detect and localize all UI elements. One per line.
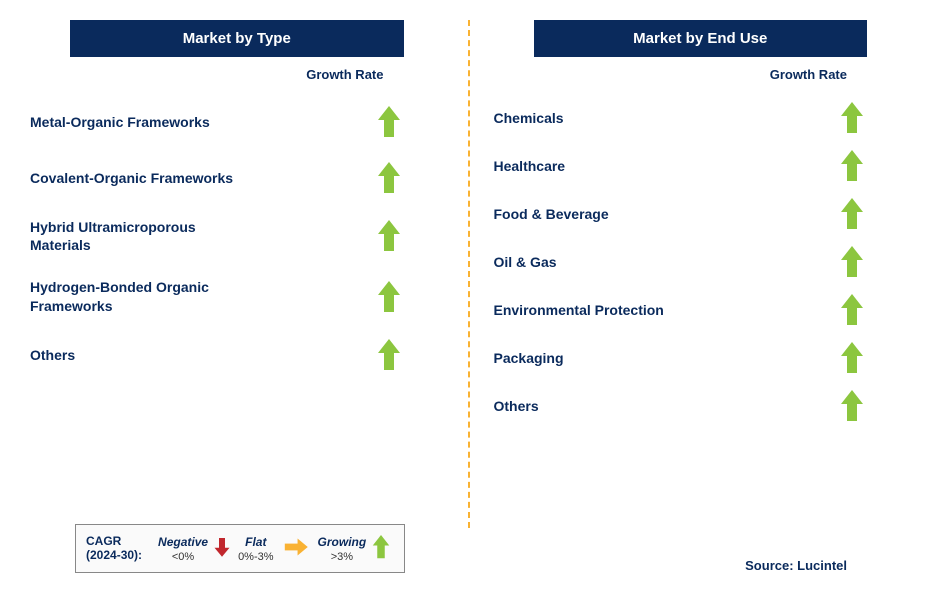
vertical-divider (468, 20, 470, 528)
legend-bucket-range: 0%-3% (238, 551, 273, 563)
item-growth (334, 162, 444, 194)
item-label: Metal-Organic Frameworks (30, 113, 210, 131)
item-growth (797, 150, 907, 182)
legend-bucket-icon (280, 538, 310, 559)
legend-bucket-title: Flat (245, 535, 266, 549)
item-growth (797, 102, 907, 134)
item-label: Healthcare (494, 157, 566, 175)
list-item: Environmental Protection (494, 286, 908, 334)
item-growth (334, 281, 444, 313)
list-item: Hybrid Ultramicroporous Materials (30, 206, 444, 266)
item-label: Hybrid Ultramicroporous Materials (30, 218, 260, 254)
right-panel-title: Market by End Use (534, 20, 868, 57)
legend-cagr: CAGR (2024-30): (86, 535, 142, 563)
arrow-up-icon (380, 339, 398, 371)
legend-bucket-icon (372, 531, 390, 566)
item-growth (334, 220, 444, 252)
legend-bucket: Growing >3% (318, 531, 391, 566)
item-growth (797, 390, 907, 422)
arrow-up-icon (843, 246, 861, 278)
legend-bucket-range: <0% (172, 551, 194, 563)
item-label: Food & Beverage (494, 205, 609, 223)
list-item: Others (30, 327, 444, 383)
right-rows: Chemicals Healthcare Food & Beverage Oil & … (494, 94, 908, 578)
left-rows: Metal-Organic Frameworks Covalent-Organic… (30, 94, 444, 578)
right-panel: Market by End Use Growth Rate Chemicals H… (469, 20, 908, 578)
item-label: Others (30, 346, 75, 364)
legend-bucket-title: Growing (318, 535, 367, 549)
item-label: Oil & Gas (494, 253, 557, 271)
arrow-up-icon (843, 102, 861, 134)
item-label: Chemicals (494, 109, 564, 127)
item-growth (797, 246, 907, 278)
list-item: Hydrogen-Bonded Organic Frameworks (30, 266, 444, 326)
item-growth (334, 106, 444, 138)
item-label: Others (494, 397, 539, 415)
legend-bucket-title: Negative (158, 535, 208, 549)
arrow-up-icon (380, 162, 398, 194)
item-growth (797, 294, 907, 326)
legend-bucket-range: >3% (331, 551, 353, 563)
arrow-up-icon (843, 390, 861, 422)
arrow-up-icon (843, 342, 861, 374)
list-item: Packaging (494, 334, 908, 382)
arrow-up-icon (843, 198, 861, 230)
list-item: Healthcare (494, 142, 908, 190)
item-label: Packaging (494, 349, 564, 367)
item-growth (797, 198, 907, 230)
item-growth (797, 342, 907, 374)
left-growth-rate-label: Growth Rate (30, 67, 444, 82)
arrow-right-icon (282, 539, 308, 554)
item-label: Hydrogen-Bonded Organic Frameworks (30, 278, 260, 314)
arrow-up-icon (380, 106, 398, 138)
item-growth (334, 339, 444, 371)
legend-bucket-icon (214, 534, 230, 563)
right-growth-rate-label: Growth Rate (494, 67, 908, 82)
legend-cagr-line1: CAGR (86, 535, 142, 549)
legend-bucket: Negative <0% (158, 534, 230, 563)
list-item: Covalent-Organic Frameworks (30, 150, 444, 206)
legend-cagr-line2: (2024-30): (86, 549, 142, 563)
arrow-up-icon (843, 150, 861, 182)
arrow-down-icon (216, 537, 228, 557)
item-label: Covalent-Organic Frameworks (30, 169, 233, 187)
left-panel-title: Market by Type (70, 20, 404, 57)
list-item: Metal-Organic Frameworks (30, 94, 444, 150)
arrow-up-icon (380, 281, 398, 313)
list-item: Food & Beverage (494, 190, 908, 238)
legend-bucket: Flat 0%-3% (238, 535, 309, 563)
infographic-container: Market by Type Growth Rate Metal-Organic… (0, 0, 937, 598)
legend-box: CAGR (2024-30): Negative <0% Flat 0%-3% Grow… (75, 524, 405, 573)
source-text: Source: Lucintel (745, 558, 847, 573)
item-label: Environmental Protection (494, 301, 664, 319)
list-item: Others (494, 382, 908, 430)
legend-buckets: Negative <0% Flat 0%-3% Growing >3% (154, 531, 394, 566)
left-panel: Market by Type Growth Rate Metal-Organic… (30, 20, 469, 578)
list-item: Oil & Gas (494, 238, 908, 286)
list-item: Chemicals (494, 94, 908, 142)
arrow-up-icon (843, 294, 861, 326)
arrow-up-icon (374, 535, 388, 559)
arrow-up-icon (380, 220, 398, 252)
